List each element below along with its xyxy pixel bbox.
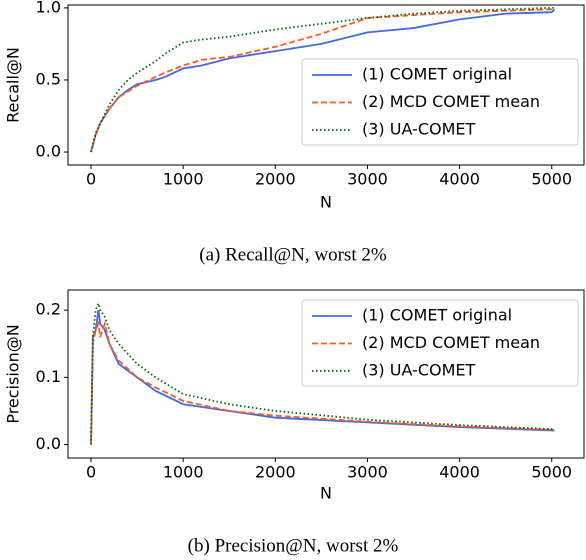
y-tick-label: 1.0 [36,0,61,16]
y-axis-label: Precision@N [4,324,23,423]
x-tick-label: 0 [86,170,96,189]
x-tick-label: 3000 [347,463,388,482]
x-axis-label: N [320,484,332,503]
y-tick-label: 0.2 [36,300,61,319]
y-tick-label: 0.0 [36,142,61,161]
x-tick-label: 2000 [255,463,296,482]
x-tick-label: 0 [86,463,96,482]
x-tick-label: 5000 [531,463,572,482]
x-tick-label: 4000 [439,463,480,482]
legend-label: (2) MCD COMET mean [362,92,540,111]
y-tick-label: 0.1 [36,367,61,386]
x-tick-label: 1000 [163,463,204,482]
caption: (a) Recall@N, worst 2% [199,244,387,265]
legend-label: (1) COMET original [362,306,512,325]
series-line [90,320,555,445]
y-tick-label: 0.5 [36,69,61,88]
plot-frame [67,289,585,459]
x-tick-label: 2000 [255,170,296,189]
y-axis-label: Recall@N [4,47,23,123]
x-tick-label: 5000 [531,170,572,189]
plot-frame [67,4,585,166]
legend-label: (1) COMET original [362,65,512,84]
x-tick-label: 3000 [347,170,388,189]
legend-label: (2) MCD COMET mean [362,333,540,352]
y-tick-label: 0.0 [36,434,61,453]
legend-box [301,58,579,146]
series-line [90,7,555,153]
legend-label: (3) UA-COMET [362,120,476,139]
x-tick-label: 4000 [439,170,480,189]
caption: (b) Precision@N, worst 2% [188,535,399,556]
x-axis-label: N [320,193,332,212]
legend-label: (3) UA-COMET [362,361,476,380]
x-tick-label: 1000 [163,170,204,189]
legend-box [301,299,579,387]
